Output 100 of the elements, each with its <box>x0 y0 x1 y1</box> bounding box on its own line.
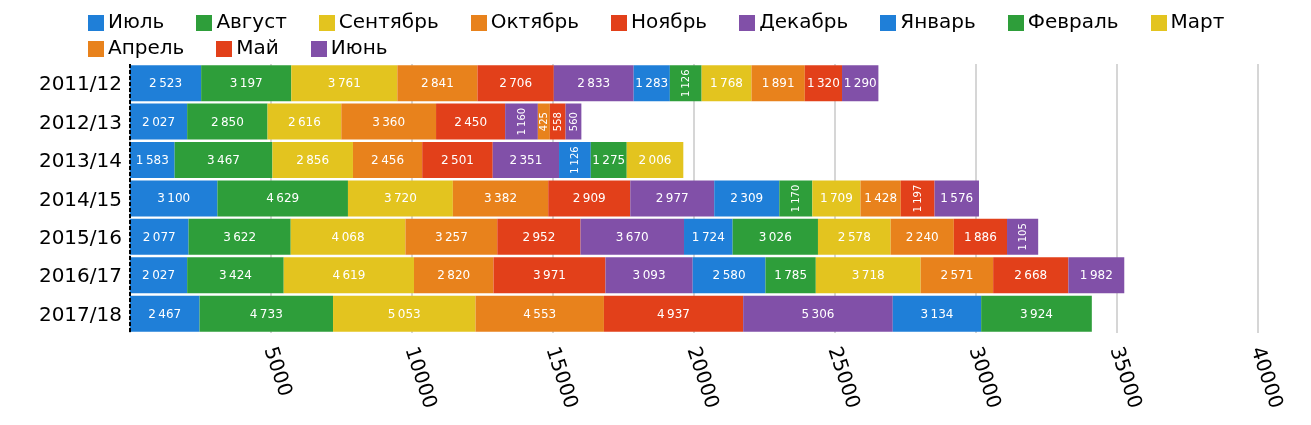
data-label: 4 937 <box>657 306 691 321</box>
data-label: 3 093 <box>632 268 666 283</box>
legend-label: Ноябрь <box>631 9 708 33</box>
legend-label: Февраль <box>1027 9 1119 33</box>
legend-label: Сентябрь <box>338 9 439 33</box>
x-tick-label: 5000 <box>259 343 299 400</box>
data-label: 1 275 <box>592 153 626 168</box>
data-label: 3 257 <box>434 229 468 244</box>
data-label: 1 768 <box>710 76 744 91</box>
data-label: 1 320 <box>806 76 840 91</box>
data-label: 2 027 <box>142 114 176 129</box>
data-label: 558 <box>552 112 564 132</box>
data-label: 2 909 <box>572 191 606 206</box>
x-tick-label: 40000 <box>1246 343 1290 412</box>
data-label: 1 197 <box>912 184 924 213</box>
data-label: 2 571 <box>940 268 974 283</box>
data-label: 4 553 <box>523 306 557 321</box>
x-tick-label: 25000 <box>823 343 867 412</box>
data-label: 2 616 <box>287 114 321 129</box>
data-label: 1 105 <box>1017 223 1029 251</box>
legend-label: Март <box>1170 9 1225 33</box>
data-label: 2 850 <box>210 114 244 129</box>
data-label: 1 126 <box>680 69 692 97</box>
legend-label: Январь <box>900 9 976 33</box>
data-label: 3 382 <box>484 191 518 206</box>
data-label: 3 718 <box>851 268 885 283</box>
data-label: 2 467 <box>148 306 182 321</box>
data-label: 3 134 <box>920 306 954 321</box>
data-label: 1 724 <box>691 229 725 244</box>
data-label: 1 290 <box>843 76 877 91</box>
data-label: 3 622 <box>223 229 257 244</box>
data-label: 1 982 <box>1079 268 1113 283</box>
data-label: 1 886 <box>963 229 997 244</box>
data-label: 1 160 <box>516 107 527 136</box>
data-label: 1 126 <box>569 146 581 174</box>
data-label: 5 306 <box>801 306 835 321</box>
x-tick-label: 35000 <box>1105 343 1149 412</box>
data-label: 2 668 <box>1014 268 1048 283</box>
data-label: 3 467 <box>207 153 240 168</box>
data-label: 4 733 <box>249 306 283 321</box>
data-label: 3 100 <box>157 191 191 206</box>
data-label: 2 856 <box>296 153 330 168</box>
legend-label: Апрель <box>108 35 185 59</box>
data-label: 3 026 <box>758 229 792 244</box>
legend-label: Июль <box>108 9 165 33</box>
data-label: 3 924 <box>1020 306 1053 321</box>
legend-label: Декабрь <box>759 9 849 33</box>
x-tick-label: 30000 <box>964 343 1008 412</box>
legend-label: Май <box>236 35 279 59</box>
data-label: 2 006 <box>638 153 672 168</box>
data-label: 3 424 <box>218 268 252 283</box>
data-label: 1 428 <box>864 191 898 206</box>
x-tick-label: 20000 <box>682 343 726 412</box>
data-label: 2 578 <box>837 229 871 244</box>
data-label: 2 977 <box>655 191 689 206</box>
data-label: 1 785 <box>774 268 808 283</box>
y-tick-label: 2015/16 <box>38 225 122 250</box>
y-tick-label: 2012/13 <box>38 109 122 134</box>
data-label: 3 360 <box>372 114 406 129</box>
data-label: 2 027 <box>142 268 176 283</box>
y-tick-label: 2016/17 <box>38 263 122 288</box>
data-label: 2 706 <box>499 76 533 91</box>
x-tick-label: 15000 <box>541 343 585 412</box>
data-label: 560 <box>567 112 579 132</box>
data-label: 3 971 <box>533 268 566 283</box>
data-label: 2 952 <box>522 229 556 244</box>
data-label: 3 720 <box>383 191 417 206</box>
legend-label: Июнь <box>330 35 388 59</box>
data-label: 425 <box>538 112 550 132</box>
data-label: 3 670 <box>615 229 649 244</box>
legend-label: Октябрь <box>490 9 580 33</box>
data-label: 2 077 <box>142 229 176 244</box>
data-label: 1 170 <box>790 184 802 213</box>
y-tick-label: 2013/14 <box>38 148 122 173</box>
data-label: 2 580 <box>712 268 746 283</box>
data-label: 2 351 <box>509 153 543 168</box>
data-label: 1 709 <box>819 191 853 206</box>
data-label: 2 820 <box>437 268 471 283</box>
y-tick-label: 2017/18 <box>38 301 122 326</box>
data-label: 1 576 <box>940 191 974 206</box>
data-label: 1 283 <box>635 76 669 91</box>
data-label: 2 833 <box>577 76 611 91</box>
data-label: 2 501 <box>441 153 474 168</box>
data-label: 2 523 <box>149 76 183 91</box>
data-label: 2 841 <box>420 76 454 91</box>
data-label: 3 761 <box>327 76 361 91</box>
data-label: 2 450 <box>454 114 488 129</box>
data-label: 1 583 <box>135 153 169 168</box>
data-label: 1 891 <box>761 76 795 91</box>
legend-label: Август <box>216 9 287 33</box>
data-label: 2 240 <box>905 229 939 244</box>
data-label: 4 629 <box>266 191 300 206</box>
data-label: 2 456 <box>371 153 405 168</box>
data-label: 3 197 <box>229 76 263 91</box>
y-tick-label: 2014/15 <box>38 186 122 211</box>
data-label: 5 053 <box>387 306 421 321</box>
x-tick-label: 10000 <box>400 343 444 412</box>
y-tick-label: 2011/12 <box>38 71 122 96</box>
data-label: 4 619 <box>332 268 366 283</box>
data-label: 2 309 <box>730 191 764 206</box>
